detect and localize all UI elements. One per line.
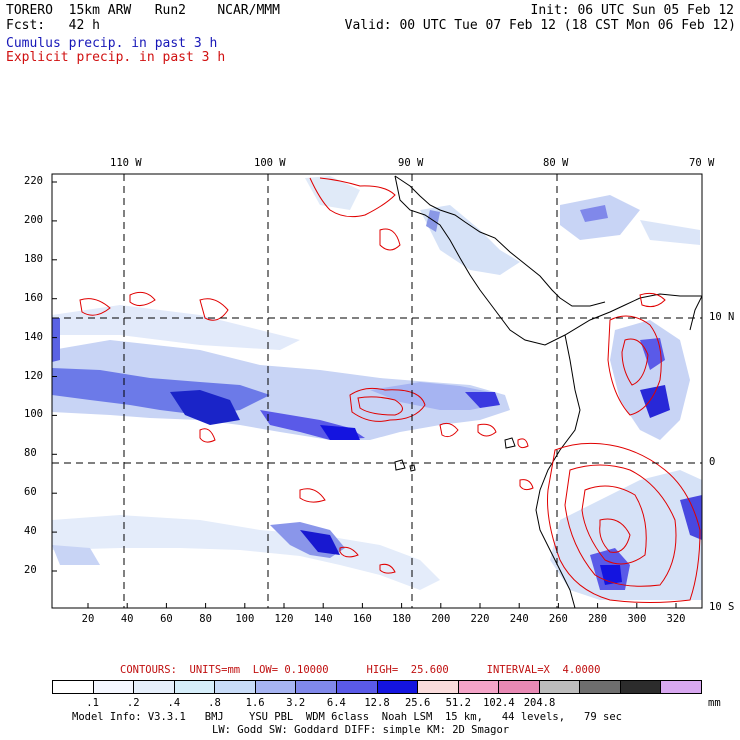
forecast-hour: Fcst: 42 h — [6, 18, 100, 33]
init-time: Init: 06 UTC Sun 05 Feb 12 — [530, 3, 735, 18]
left-tick-label: 200 — [24, 213, 43, 226]
coastline — [394, 175, 702, 608]
legend-swatch — [134, 681, 175, 693]
map-frame — [51, 173, 703, 609]
contours-info: CONTOURS: UNITS=mm LOW= 0.10000 HIGH= 25… — [120, 664, 601, 676]
legend-tick-label: .1 — [86, 697, 99, 709]
bottom-tick-label: 320 — [666, 613, 686, 625]
left-tick-label: 140 — [24, 330, 43, 343]
legend-tick-label: .2 — [126, 697, 140, 709]
left-tick-label: 180 — [24, 252, 43, 265]
legend-tick-label: 3.2 — [286, 697, 306, 709]
legend-unit: mm — [708, 697, 721, 709]
bottom-tick-label: 20 — [81, 613, 95, 625]
bottom-tick-label: 260 — [548, 613, 568, 625]
legend-tick-label: 25.6 — [404, 697, 431, 709]
legend-swatch — [93, 681, 135, 693]
legend-swatch — [580, 681, 621, 693]
lat-label-10s: 10 S — [709, 601, 735, 613]
bottom-tick-label: 220 — [470, 613, 490, 625]
bottom-tick-label: 40 — [120, 613, 134, 625]
legend-swatch — [53, 681, 94, 693]
legend-swatch — [418, 681, 459, 693]
left-tick-label: 80 — [24, 447, 37, 460]
graticule — [52, 174, 702, 608]
bottom-tick-label: 140 — [313, 613, 333, 625]
left-tick-label: 220 — [24, 175, 43, 187]
legend-swatch — [336, 681, 378, 693]
lat-label-0: 0 — [709, 456, 716, 468]
legend-tick-label: 51.2 — [445, 697, 471, 709]
legend-tick-label: 12.8 — [364, 697, 390, 709]
field-label-explicit: Explicit precip. in past 3 h — [6, 50, 226, 65]
bottom-tick-label: 120 — [274, 613, 294, 625]
legend-tick-label: .8 — [208, 697, 221, 709]
left-tick-label: 120 — [24, 369, 43, 382]
left-tick-label: 100 — [24, 408, 43, 421]
bottom-tick-label: 180 — [392, 613, 412, 625]
legend-swatch — [661, 681, 701, 693]
left-tick-label: 160 — [24, 291, 43, 304]
lon-label-100w: 100 W — [254, 157, 286, 169]
axis-ticks — [52, 181, 677, 608]
bottom-tick-label: 280 — [588, 613, 608, 625]
bottom-tick-label: 60 — [160, 613, 173, 625]
left-tick-label: 20 — [24, 564, 37, 576]
explicit-precip-contours — [79, 177, 701, 603]
bottom-tick-label: 300 — [627, 613, 647, 625]
legend-swatch — [620, 681, 662, 693]
color-legend — [52, 680, 702, 694]
model-title: TORERO 15km ARW Run2 NCAR/MMM — [6, 3, 280, 18]
legend-swatch — [539, 681, 581, 693]
legend-swatch — [296, 681, 337, 693]
legend-swatch — [215, 681, 256, 693]
legend-tick-label: 204.8 — [523, 697, 556, 709]
valid-time: Valid: 00 UTC Tue 07 Feb 12 (18 CST Mon … — [344, 18, 736, 33]
lon-label-90w: 90 W — [398, 157, 424, 169]
model-info: Model Info: V3.3.1 BMJ YSU PBL WDM 6clas… — [72, 711, 622, 723]
field-label-cumulus: Cumulus precip. in past 3 h — [6, 36, 218, 51]
model-physics: LW: Godd SW: Goddard DIFF: simple KM: 2D… — [212, 724, 510, 736]
bottom-tick-label: 100 — [235, 613, 255, 625]
lon-label-70w: 70 W — [689, 157, 715, 169]
lon-label-80w: 80 W — [543, 157, 569, 169]
legend-tick-label: 6.4 — [326, 697, 346, 709]
legend-tick-label: .4 — [167, 697, 181, 709]
legend-swatch — [499, 681, 540, 693]
bottom-tick-label: 200 — [431, 613, 451, 625]
legend-tick-label: 102.4 — [483, 697, 515, 709]
lon-label-110w: 110 W — [110, 157, 142, 169]
legend-swatch — [458, 681, 500, 693]
bottom-tick-label: 240 — [509, 613, 529, 625]
lat-label-10n: 10 N — [709, 311, 735, 323]
bottom-tick-label: 160 — [352, 613, 372, 625]
legend-tick-label: 1.6 — [245, 697, 265, 709]
left-tick-label: 40 — [24, 525, 37, 538]
legend-swatch — [174, 681, 216, 693]
bottom-tick-label: 80 — [199, 613, 212, 625]
legend-swatch — [255, 681, 297, 693]
left-tick-label: 60 — [24, 486, 37, 499]
legend-swatch — [377, 681, 419, 693]
